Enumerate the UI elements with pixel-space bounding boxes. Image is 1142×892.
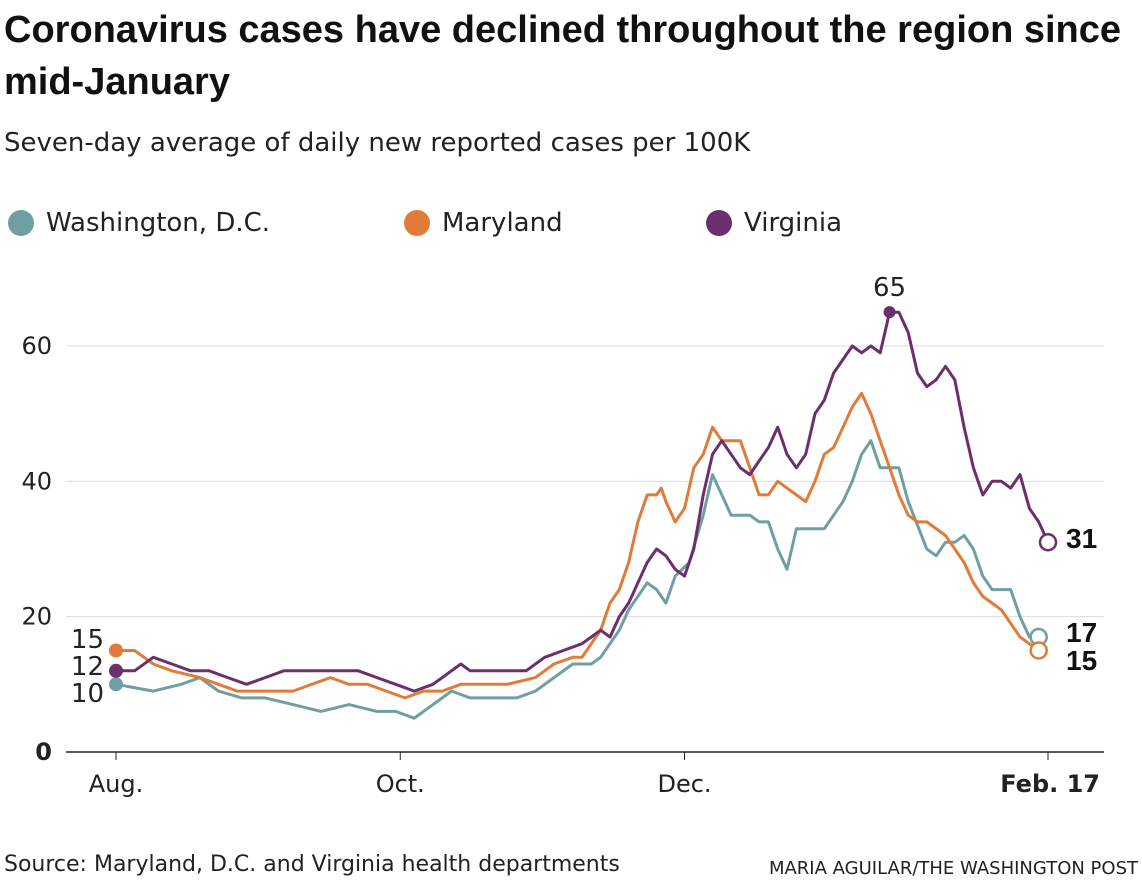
series-layer <box>109 310 1058 720</box>
end-value-label: 15 <box>1066 645 1097 676</box>
chart-legend: Washington, D.C. Maryland Virginia <box>8 208 1108 244</box>
tick-layer: 0 20 40 60 Aug. Oct. Dec. Feb. 17 <box>21 332 1100 798</box>
legend-item-virginia: Virginia <box>706 208 842 238</box>
y-tick-label: 0 <box>35 738 52 766</box>
x-tick-label: Dec. <box>657 770 711 798</box>
legend-label-virginia: Virginia <box>744 208 843 238</box>
legend-swatch-virginia <box>706 210 732 236</box>
end-point-2 <box>1038 532 1058 552</box>
start-value-label: 10 <box>71 679 104 709</box>
start-point-0 <box>109 677 123 692</box>
legend-swatch-dc <box>8 210 34 236</box>
legend-item-dc: Washington, D.C. <box>8 208 270 238</box>
legend-swatch-maryland <box>404 210 430 236</box>
legend-label-dc: Washington, D.C. <box>46 208 271 238</box>
series-line-1 <box>114 391 1041 700</box>
footer-credit: MARIA AGUILAR/THE WASHINGTON POST <box>768 858 1138 879</box>
chart-title: Coronavirus cases have declined througho… <box>4 9 1122 103</box>
y-tick-label: 60 <box>21 332 52 360</box>
x-tick-label: Oct. <box>376 770 425 798</box>
end-value-label: 17 <box>1066 617 1097 648</box>
x-tick-label: Aug. <box>89 770 144 798</box>
footer-source: Source: Maryland, D.C. and Virginia heal… <box>4 852 620 877</box>
y-tick-label: 20 <box>21 603 52 631</box>
start-value-label: 12 <box>71 652 104 682</box>
x-tick-label: Feb. 17 <box>1000 770 1100 798</box>
peak-value-label: 65 <box>873 273 906 303</box>
end-value-label: 31 <box>1066 523 1097 554</box>
start-point-2 <box>109 663 123 678</box>
start-point-1 <box>109 643 123 658</box>
start-value-label: 15 <box>71 625 104 655</box>
peak-point <box>883 306 896 319</box>
legend-item-maryland: Maryland <box>404 208 563 238</box>
series-line-2 <box>114 310 1050 693</box>
y-tick-label: 40 <box>21 467 52 495</box>
series-line-0 <box>114 439 1041 720</box>
end-point-1 <box>1029 641 1048 660</box>
chart-subtitle: Seven-day average of daily new reported … <box>4 128 751 158</box>
legend-label-maryland: Maryland <box>442 208 563 238</box>
grid-layer <box>66 345 1104 753</box>
